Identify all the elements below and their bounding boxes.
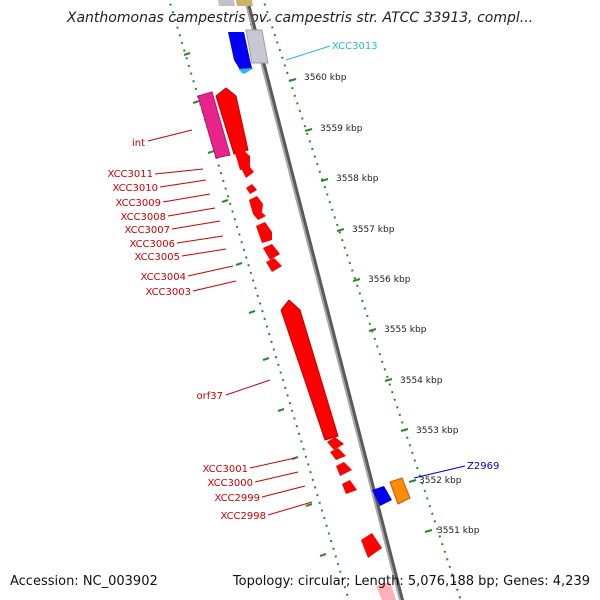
genome-backbone <box>244 0 401 600</box>
gene-xcc3000[interactable] <box>330 448 346 460</box>
label-xcc3004[interactable]: XCC3004 <box>140 272 186 283</box>
accession-text: Accession: NC_003902 <box>10 574 158 589</box>
gene-xcc3013-grey[interactable] <box>245 29 269 64</box>
scale-label-3556: 3556 kbp <box>368 275 411 285</box>
scale-label-3557: 3557 kbp <box>352 225 395 235</box>
gene-reverse-blue-top[interactable] <box>228 32 252 73</box>
gene-z2969-orange[interactable] <box>389 477 411 505</box>
label-xcc3007[interactable]: XCC3007 <box>124 225 170 236</box>
label-xcc3010[interactable]: XCC3010 <box>112 183 158 194</box>
gene-xcc3011[interactable] <box>235 150 250 170</box>
feature-int-magenta[interactable] <box>197 91 231 159</box>
scale-labels: 3560 kbp 3559 kbp 3558 kbp 3557 kbp 3556… <box>304 73 480 536</box>
scale-label-3560: 3560 kbp <box>304 73 347 83</box>
gene-xcc3005[interactable] <box>263 244 280 260</box>
label-xcc3008[interactable]: XCC3008 <box>120 212 166 223</box>
label-orf37[interactable]: orf37 <box>197 391 223 402</box>
label-xcc3003[interactable]: XCC3003 <box>145 287 191 298</box>
gene-int[interactable] <box>215 87 249 155</box>
z2969-leader <box>413 465 466 479</box>
left-label-leaders <box>147 129 313 516</box>
scale-label-3554: 3554 kbp <box>400 376 443 386</box>
label-xcc2999[interactable]: XCC2999 <box>214 493 260 504</box>
gene-xcc2998[interactable] <box>342 480 357 494</box>
label-xcc2998[interactable]: XCC2998 <box>220 511 266 522</box>
gene-xcc2999[interactable] <box>336 462 352 476</box>
scale-label-3551: 3551 kbp <box>437 526 480 536</box>
gene-xcc3009[interactable] <box>246 184 257 194</box>
outer-major-ticks <box>288 78 433 533</box>
scale-label-3558: 3558 kbp <box>336 174 379 184</box>
gene-xcc3008[interactable] <box>249 196 263 214</box>
gene-xcc3001[interactable] <box>327 437 344 450</box>
scale-label-3553: 3553 kbp <box>416 426 459 436</box>
feature-grey-top[interactable] <box>218 0 235 6</box>
inner-major-ticks <box>183 52 327 557</box>
outer-tick-ring <box>262 0 462 600</box>
gene-forward-bottom[interactable] <box>361 533 382 558</box>
label-xcc3000[interactable]: XCC3000 <box>207 478 253 489</box>
label-xcc3013[interactable]: XCC3013 <box>332 41 378 52</box>
label-xcc3001[interactable]: XCC3001 <box>202 464 248 475</box>
label-xcc3006[interactable]: XCC3006 <box>129 239 175 250</box>
scale-label-3552: 3552 kbp <box>419 476 462 486</box>
label-xcc3009[interactable]: XCC3009 <box>115 198 161 209</box>
label-z2969[interactable]: Z2969 <box>467 461 499 472</box>
genome-backbone-shadow <box>244 0 405 600</box>
scale-label-3559: 3559 kbp <box>320 124 363 134</box>
gene-xcc3006[interactable] <box>256 222 272 243</box>
label-xcc3011[interactable]: XCC3011 <box>107 169 153 180</box>
gene-orf37[interactable] <box>280 299 339 441</box>
gene-xcc3013-arrow[interactable] <box>238 68 254 74</box>
xcc3013-leader <box>285 45 331 61</box>
feature-olive[interactable] <box>236 0 253 6</box>
gene-xcc3010[interactable] <box>241 166 254 178</box>
gene-z2969-blue[interactable] <box>372 486 392 506</box>
gene-xcc3007[interactable] <box>253 210 266 220</box>
gene-forward-pink-bottom[interactable] <box>376 582 396 600</box>
gene-xcc3004[interactable] <box>266 258 282 272</box>
left-gene-labels: int XCC3011 XCC3010 XCC3009 XCC3008 XCC3… <box>107 138 266 522</box>
scale-label-3555: 3555 kbp <box>384 325 427 335</box>
label-xcc3005[interactable]: XCC3005 <box>134 252 180 263</box>
genome-info-text: Topology: circular; Length: 5,076,188 bp… <box>232 574 590 589</box>
map-title: Xanthomonas campestris pv. campestris st… <box>66 10 534 26</box>
label-int[interactable]: int <box>132 138 145 149</box>
